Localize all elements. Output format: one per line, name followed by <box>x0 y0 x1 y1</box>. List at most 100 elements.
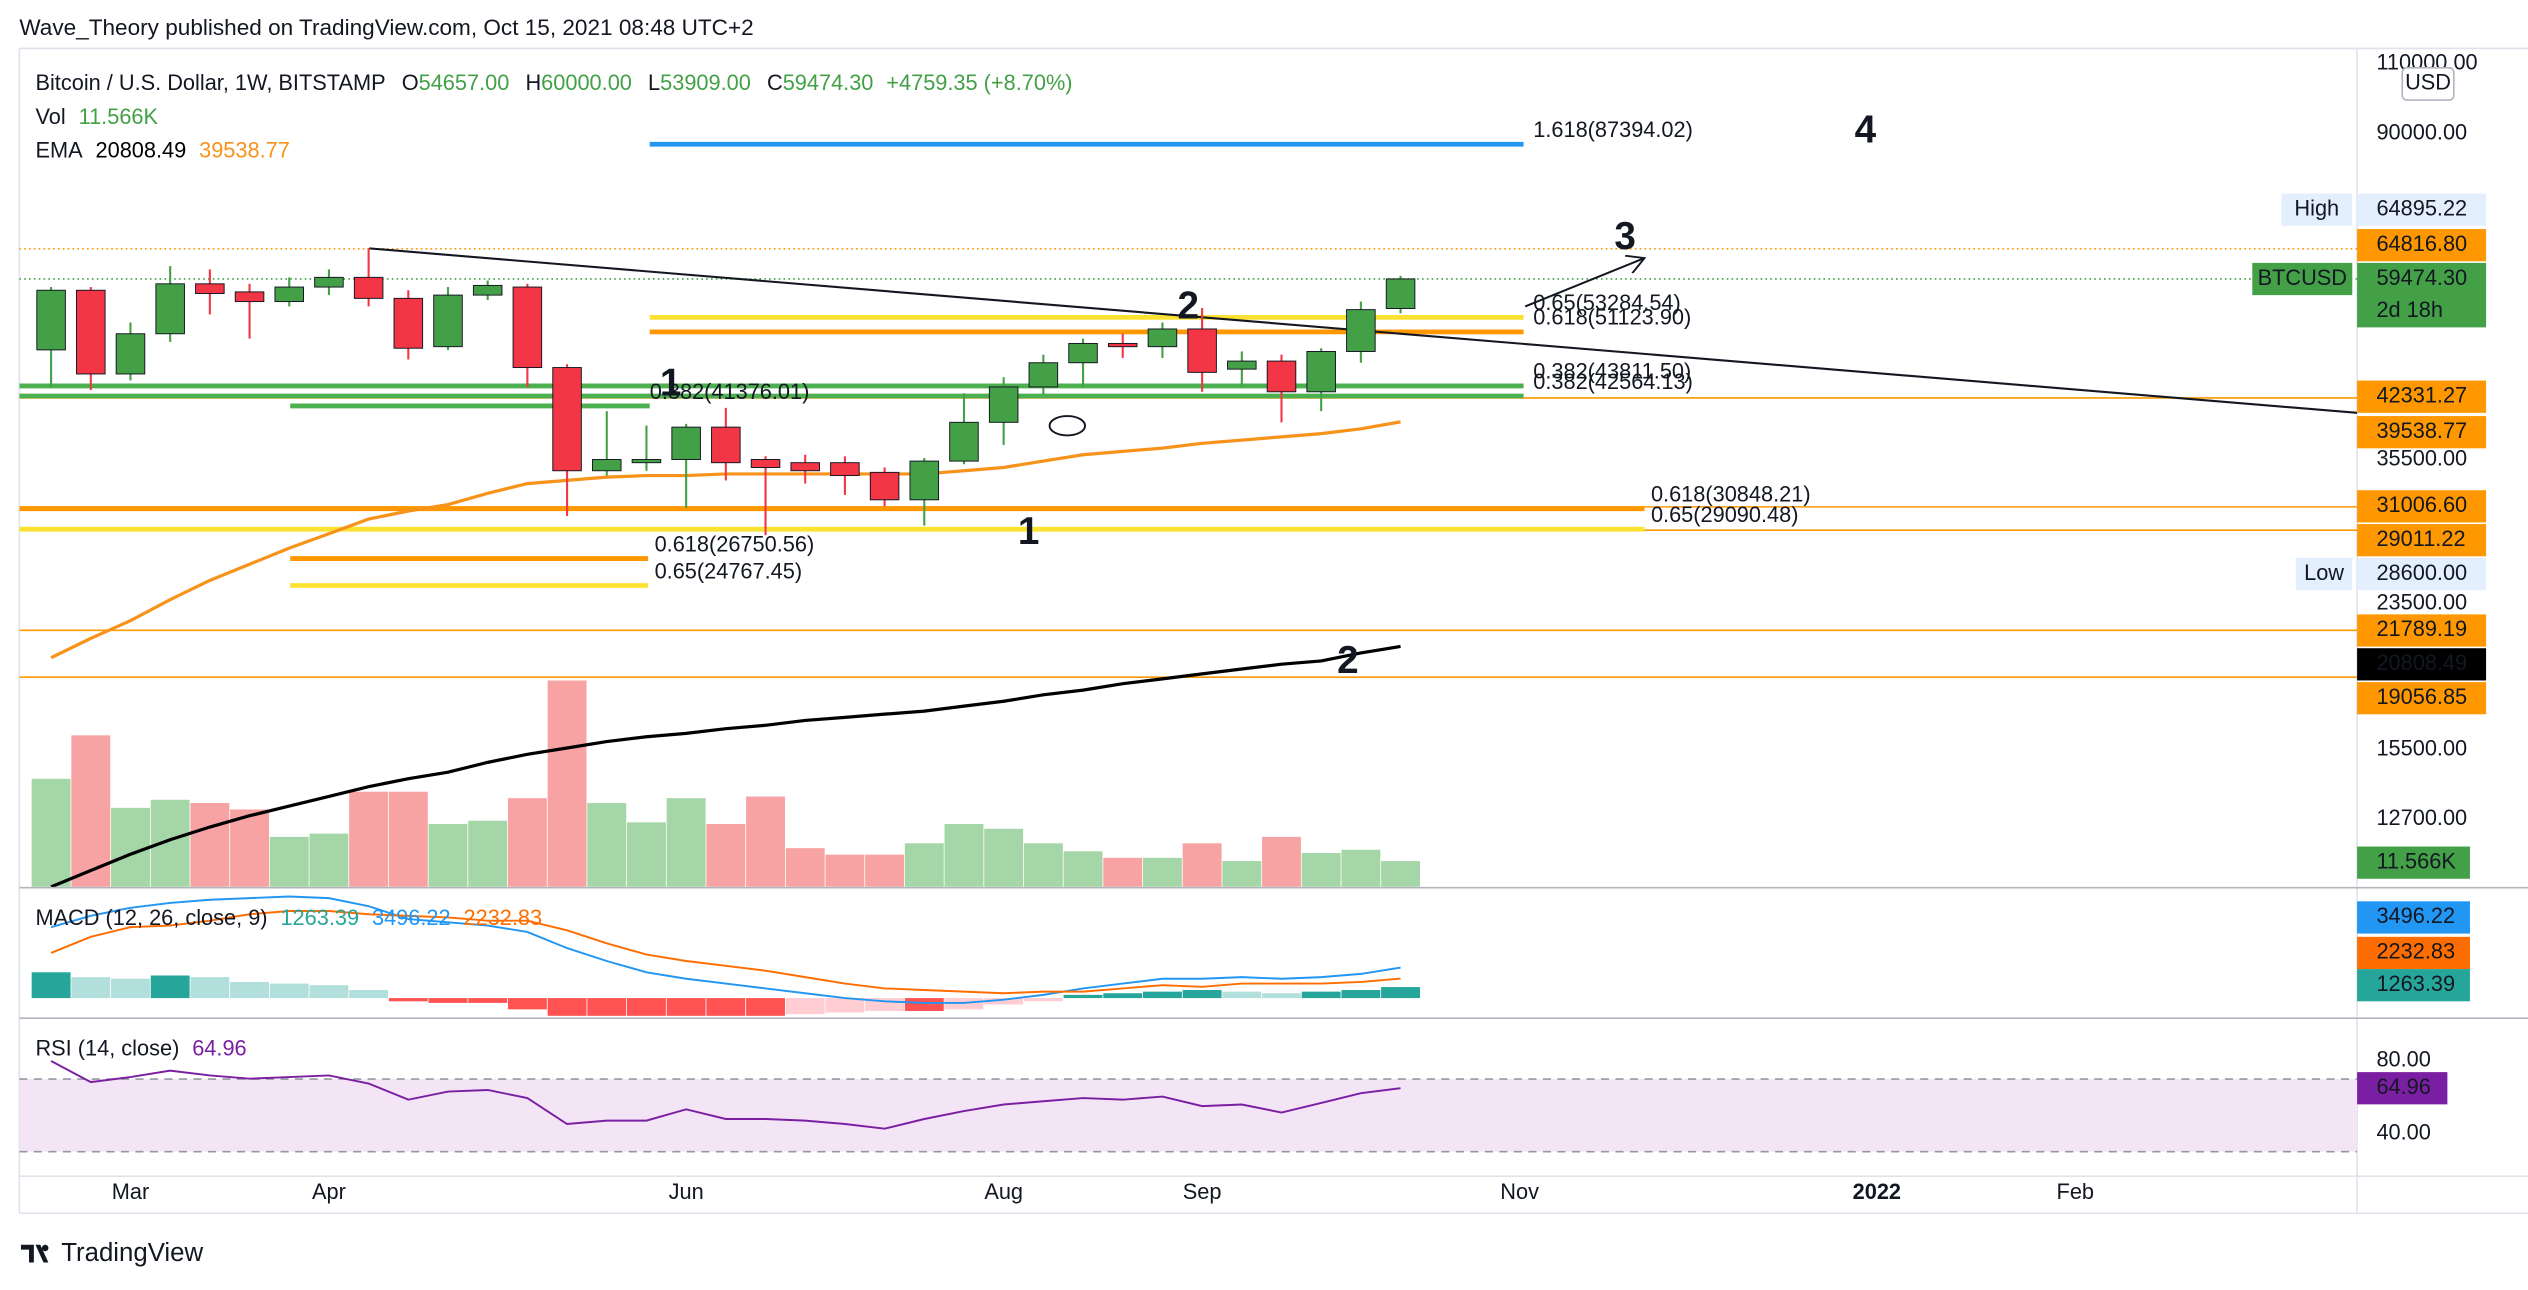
candle-body <box>76 289 106 375</box>
volume-bar <box>468 820 508 887</box>
rsi-line <box>50 1060 1401 1130</box>
legend-volume-part: Vol <box>35 104 65 129</box>
macd-histogram <box>507 998 547 1010</box>
arrow <box>1524 258 1644 308</box>
macd-label-box <box>2357 936 2470 970</box>
volume-bar <box>587 803 627 887</box>
legend-macd-part: 3496.22 <box>372 905 451 930</box>
logo-text: TradingView <box>61 1239 203 1267</box>
x-tick-label: Mar <box>112 1179 149 1204</box>
ellipse <box>1048 415 1087 437</box>
fib-label: 0.382(43811.50) <box>1533 359 1691 384</box>
candle-body <box>472 284 503 296</box>
logo: TradingView <box>20 1239 204 1267</box>
macd-histogram <box>746 998 785 1016</box>
volume-bar <box>1103 857 1143 887</box>
volume-bar <box>1222 861 1262 887</box>
macd-histogram <box>1341 990 1381 999</box>
y-tick-label: 15500.00 <box>2376 735 2467 760</box>
candle-body <box>1227 360 1257 370</box>
candle-body <box>393 297 424 349</box>
macd-label-box <box>2357 901 2470 934</box>
legend-volume-part: 11.566K <box>79 104 159 129</box>
price-label: 64895.22 <box>2376 195 2467 220</box>
legend-volume: Vol 11.566K <box>35 104 158 129</box>
macd-histogram <box>1222 991 1262 999</box>
candle-body <box>1068 342 1098 364</box>
macd-line <box>50 895 1401 1004</box>
volume-bar <box>1301 852 1341 887</box>
volume-bar <box>388 791 428 887</box>
logo-mark <box>20 1244 49 1263</box>
legend-ema-part: 39538.77 <box>199 137 290 162</box>
volume-bar <box>1182 843 1222 887</box>
volume-bar <box>706 823 746 887</box>
volume-bar <box>230 809 269 887</box>
volume-bar <box>1341 849 1381 887</box>
candle-body <box>711 426 741 464</box>
macd-histogram <box>111 978 150 999</box>
ema-line <box>50 644 1401 887</box>
volume-bar <box>269 836 309 887</box>
fib-label: 0.618(26750.56) <box>655 531 815 556</box>
macd-histogram <box>71 977 111 999</box>
macd-histogram <box>1381 987 1421 999</box>
macd-histogram <box>269 983 309 999</box>
candle-body <box>433 294 463 348</box>
candle-body <box>1147 328 1178 348</box>
macd-histogram <box>1301 991 1341 999</box>
candle-body <box>512 286 543 369</box>
macd-label: 2232.83 <box>2376 939 2455 964</box>
legend-main-part: 60000.00 <box>541 70 632 95</box>
y-tick-label: 12700.00 <box>2376 805 2467 830</box>
price-label: 21789.19 <box>2376 616 2467 641</box>
macd-histogram <box>428 998 468 1003</box>
macd-histogram <box>666 998 706 1016</box>
candle-body <box>1266 360 1297 393</box>
volume-bar <box>1262 836 1301 887</box>
legend-main-part: H <box>525 70 541 95</box>
candle-body <box>1028 362 1059 388</box>
x-tick-label: Nov <box>1500 1179 1539 1204</box>
price-label-box <box>2357 648 2487 681</box>
legend-main-part: 59474.30 <box>783 70 874 95</box>
price-label-box <box>2357 490 2487 523</box>
volume-bar <box>111 807 150 887</box>
legend-main-part: L <box>648 70 660 95</box>
candle-body <box>115 333 146 375</box>
volume-bar <box>31 778 71 887</box>
price-label-box <box>2357 557 2487 591</box>
candle-body <box>36 289 66 351</box>
macd-label: 1263.39 <box>2376 971 2455 996</box>
legend-rsi-part: RSI (14, close) <box>35 1035 179 1060</box>
legend-ema-part: 20808.49 <box>96 137 187 162</box>
price-label: 28600.00 <box>2376 560 2467 585</box>
macd-histogram <box>904 998 944 1011</box>
volume-bar <box>1142 857 1182 887</box>
macd-layer <box>31 895 1421 1016</box>
volume-bar <box>507 798 547 887</box>
candle-body <box>552 367 582 472</box>
legend-macd-part: MACD (12, 26, close, 9) <box>35 905 267 930</box>
fib-label: 0.382(41376.01) <box>650 379 810 404</box>
fib-label: 0.618(30848.21) <box>1651 482 1811 507</box>
candle-body <box>909 460 940 501</box>
price-label-box <box>2357 380 2487 413</box>
candle-body <box>274 286 305 303</box>
price-label-box <box>2357 229 2487 262</box>
volume-label-box <box>2357 846 2470 879</box>
macd-histogram <box>627 998 666 1016</box>
macd-histogram <box>1063 994 1103 999</box>
rsi-tick-label: 40.00 <box>2376 1119 2430 1144</box>
candle-body <box>314 276 344 288</box>
candle-body <box>234 291 265 303</box>
price-label: 39538.77 <box>2376 418 2467 443</box>
macd-histogram <box>825 998 865 1013</box>
volume-bar <box>1063 851 1103 887</box>
volume-bar <box>825 854 865 887</box>
macd-histogram <box>388 998 428 1002</box>
price-label: 42331.27 <box>2376 382 2467 407</box>
x-tick-label: Apr <box>312 1179 346 1204</box>
